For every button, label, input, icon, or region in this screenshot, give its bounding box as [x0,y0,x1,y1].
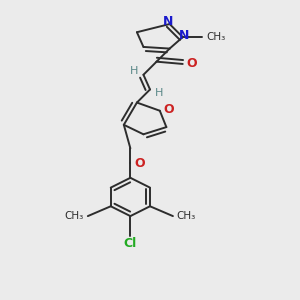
Text: H: H [130,67,139,76]
Text: CH₃: CH₃ [206,32,226,42]
Text: N: N [163,15,173,28]
Text: O: O [134,157,145,169]
Text: CH₃: CH₃ [177,211,196,221]
Text: H: H [155,88,163,98]
Text: O: O [164,103,174,116]
Text: Cl: Cl [124,237,137,250]
Text: O: O [187,57,197,70]
Text: N: N [179,29,190,42]
Text: CH₃: CH₃ [65,211,84,221]
